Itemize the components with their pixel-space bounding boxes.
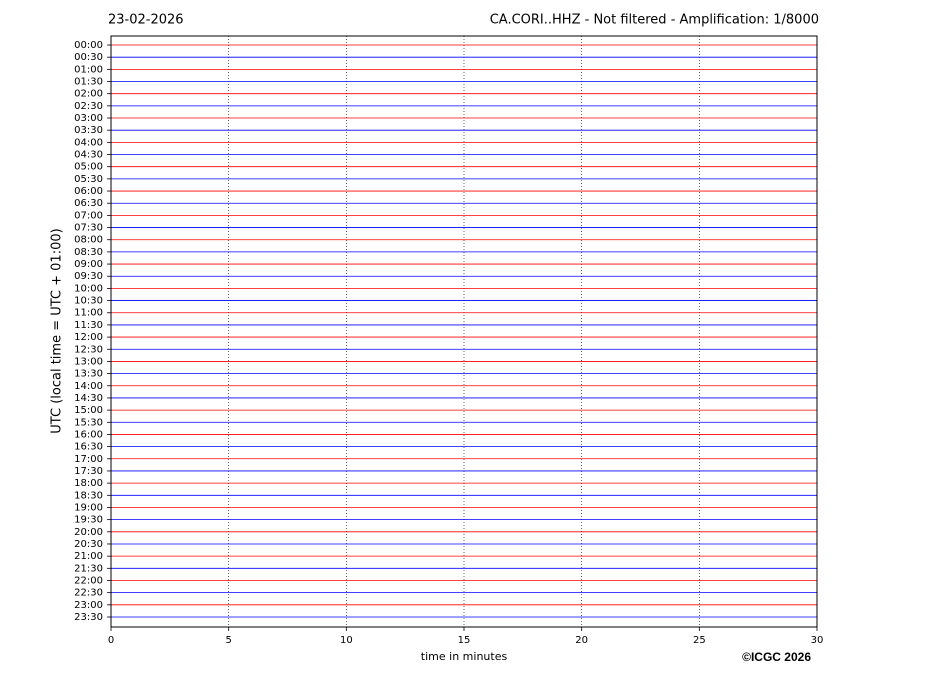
y-tick-label: 23:30 xyxy=(74,612,103,623)
y-tick-label: 17:30 xyxy=(74,466,103,477)
y-tick-label: 11:30 xyxy=(74,320,103,331)
plot-frame xyxy=(110,35,818,628)
x-tick-label: 25 xyxy=(693,635,706,646)
y-tick-label: 06:00 xyxy=(74,186,103,197)
y-tick-label: 13:00 xyxy=(74,356,103,367)
y-tick-label: 10:30 xyxy=(74,296,103,307)
y-tick-label: 14:00 xyxy=(74,381,103,392)
y-tick-label: 03:00 xyxy=(74,113,103,124)
y-tick-label: 08:00 xyxy=(74,235,103,246)
y-tick-label: 22:00 xyxy=(74,575,103,586)
y-tick-label: 10:00 xyxy=(74,283,103,294)
date: 23-02-2026 xyxy=(108,13,184,28)
y-tick-label: 13:30 xyxy=(74,369,103,380)
y-tick-label: 05:30 xyxy=(74,174,103,185)
y-tick-label: 00:30 xyxy=(74,52,103,63)
y-tick-label: 11:00 xyxy=(74,308,103,319)
y-tick-label: 02:30 xyxy=(74,101,103,112)
y-tick-label: 04:00 xyxy=(74,137,103,148)
y-tick-label: 18:30 xyxy=(74,490,103,501)
credit: ©ICGC 2026 xyxy=(742,650,811,664)
x-tick-label: 30 xyxy=(811,635,824,646)
x-tick-label: 10 xyxy=(340,635,353,646)
x-tick-label: 20 xyxy=(575,635,588,646)
y-tick-label: 09:00 xyxy=(74,259,103,270)
x-axis-label: time in minutes xyxy=(421,650,508,663)
x-tick-label: 0 xyxy=(108,635,114,646)
y-tick-label: 20:00 xyxy=(74,527,103,538)
y-tick-label: 04:30 xyxy=(74,150,103,161)
y-tick-label: 16:30 xyxy=(74,442,103,453)
y-tick-label: 18:00 xyxy=(74,478,103,489)
y-tick-label: 21:30 xyxy=(74,563,103,574)
y-tick-label: 09:30 xyxy=(74,271,103,282)
y-tick-label: 21:00 xyxy=(74,551,103,562)
chart-title: CA.CORI..HHZ - Not filtered - Amplificat… xyxy=(490,13,819,28)
y-tick-label: 15:30 xyxy=(74,417,103,428)
x-tick-label: 5 xyxy=(225,635,231,646)
y-tick-label: 17:00 xyxy=(74,454,103,465)
y-tick-label: 07:30 xyxy=(74,223,103,234)
y-tick-label: 16:00 xyxy=(74,429,103,440)
y-tick-label: 01:30 xyxy=(74,77,103,88)
y-tick-label: 23:00 xyxy=(74,600,103,611)
y-tick-label: 19:00 xyxy=(74,502,103,513)
y-tick-label: 02:00 xyxy=(74,89,103,100)
y-tick-label: 20:30 xyxy=(74,539,103,550)
y-tick-label: 05:00 xyxy=(74,162,103,173)
y-tick-label: 06:30 xyxy=(74,198,103,209)
x-tick-label: 15 xyxy=(458,635,471,646)
y-tick-label: 01:00 xyxy=(74,64,103,75)
y-tick-label: 15:00 xyxy=(74,405,103,416)
y-tick-label: 12:00 xyxy=(74,332,103,343)
y-tick-label: 03:30 xyxy=(74,125,103,136)
y-tick-label: 22:30 xyxy=(74,588,103,599)
y-tick-label: 00:00 xyxy=(74,40,103,51)
y-axis-label: UTC (local time = UTC + 01:00) xyxy=(50,228,65,433)
y-tick-label: 19:30 xyxy=(74,515,103,526)
y-tick-label: 12:30 xyxy=(74,344,103,355)
y-tick-label: 14:30 xyxy=(74,393,103,404)
y-tick-label: 08:30 xyxy=(74,247,103,258)
y-tick-label: 07:00 xyxy=(74,210,103,221)
